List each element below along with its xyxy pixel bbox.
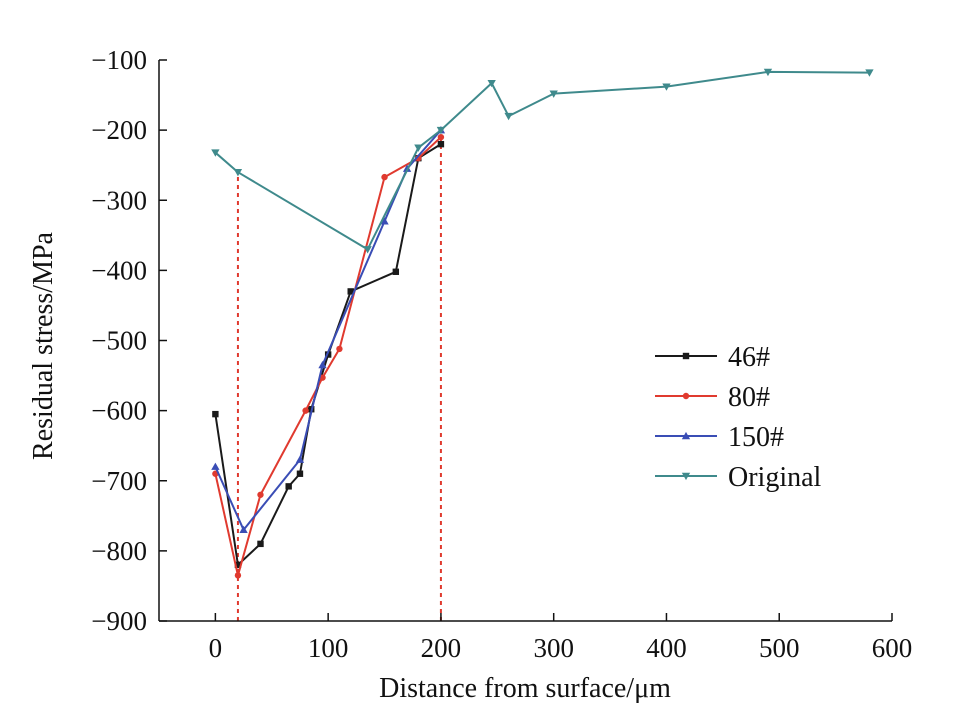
- data-point: [257, 491, 264, 498]
- y-tick-label: −200: [91, 115, 147, 145]
- series-line: [214, 70, 870, 251]
- data-point: [487, 79, 496, 88]
- x-tick-label: 0: [209, 633, 223, 663]
- x-tick-label: 600: [872, 633, 913, 663]
- series-1: [212, 140, 445, 569]
- series-line: [214, 129, 442, 531]
- data-point: [414, 144, 423, 152]
- legend: 46# 80# 150# Original: [655, 342, 822, 493]
- data-point: [504, 112, 513, 121]
- legend-item: 80#: [655, 382, 770, 413]
- data-point: [302, 407, 309, 414]
- legend-label: Original: [728, 462, 822, 493]
- x-tick-label: 300: [533, 633, 574, 663]
- y-tick-label: −600: [91, 396, 147, 426]
- legend-item: 150#: [655, 422, 784, 453]
- data-point: [295, 455, 305, 463]
- data-point: [239, 525, 248, 534]
- data-point: [865, 69, 874, 77]
- data-point: [363, 246, 372, 254]
- x-tick-label: 500: [759, 633, 800, 663]
- data-point: [211, 149, 220, 157]
- data-point: [212, 410, 219, 418]
- data-point: [682, 392, 690, 400]
- legend-item: Original: [655, 462, 822, 493]
- data-point: [662, 83, 671, 91]
- y-tick-label: −100: [91, 45, 147, 75]
- data-point: [285, 483, 292, 490]
- x-axis-title: Distance from surface/μm: [379, 673, 671, 704]
- data-point: [324, 351, 332, 358]
- legend-label: 80#: [728, 382, 770, 413]
- data-point: [437, 133, 445, 141]
- data-point: [257, 540, 264, 548]
- x-tick-label: 100: [308, 633, 349, 663]
- data-point: [318, 360, 327, 369]
- y-tick-label: −400: [91, 255, 147, 285]
- legend-item: 46#: [655, 342, 770, 373]
- data-point: [336, 345, 343, 353]
- y-tick-label: −900: [91, 606, 147, 636]
- y-tick-label: −800: [91, 536, 147, 566]
- series-layer: [211, 68, 874, 579]
- data-point: [436, 126, 446, 135]
- data-point: [682, 352, 690, 360]
- data-point: [233, 169, 243, 177]
- data-point: [437, 140, 445, 148]
- data-point: [681, 472, 691, 481]
- data-point: [347, 288, 354, 295]
- series-4: [211, 68, 874, 254]
- y-tick-label: −500: [91, 326, 147, 356]
- legend-label: 46#: [728, 342, 770, 373]
- data-point: [211, 462, 220, 470]
- data-point: [234, 572, 242, 579]
- reference-lines: [236, 130, 442, 621]
- data-point: [234, 561, 242, 569]
- data-point: [681, 431, 691, 440]
- x-tick-label: 200: [421, 633, 462, 663]
- axes: −100 −200 −300 −400 −500 −600 −700 −800 −900 0 100…: [91, 45, 912, 663]
- data-point: [380, 217, 389, 225]
- legend-label: 150#: [728, 422, 784, 453]
- data-point: [549, 90, 558, 98]
- series-3: [211, 125, 446, 534]
- data-point: [381, 173, 388, 181]
- y-axis-title: Residual stress/MPa: [28, 231, 59, 459]
- y-tick-label: −700: [91, 466, 147, 496]
- data-point: [392, 268, 400, 275]
- y-tick-label: −300: [91, 185, 147, 215]
- data-point: [763, 68, 773, 77]
- data-point: [296, 470, 304, 477]
- x-tick-label: 400: [646, 633, 687, 663]
